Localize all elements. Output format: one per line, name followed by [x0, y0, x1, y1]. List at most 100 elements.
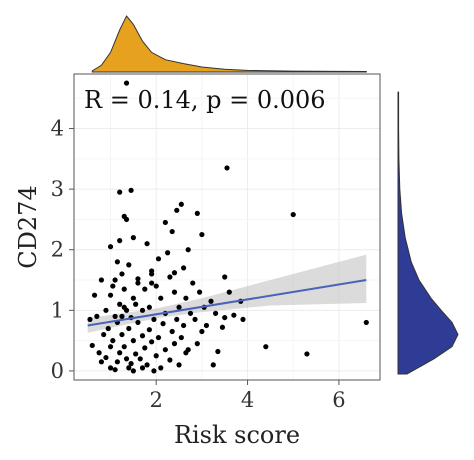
scatter-point — [123, 356, 130, 362]
scatter-point — [304, 351, 310, 357]
scatter-point — [107, 365, 114, 371]
x-axis-title: Risk score — [174, 421, 300, 449]
scatter-point — [171, 270, 178, 276]
scatter-point — [112, 367, 118, 373]
scatter-point — [151, 368, 157, 374]
scatter-point — [137, 356, 143, 362]
scatter-point — [162, 219, 168, 226]
scatter-point — [119, 313, 125, 319]
scatter-point — [103, 307, 109, 313]
scatter-point — [219, 324, 226, 330]
x-tick-label: 6 — [332, 388, 345, 412]
scatter-point — [363, 319, 369, 326]
scatter-point — [121, 344, 127, 350]
scatter-point — [121, 304, 127, 310]
correlation-annotation: R = 0.14, p = 0.006 — [84, 86, 326, 114]
scatter-point — [222, 274, 228, 280]
y-tick-label: 2 — [51, 238, 64, 262]
y-tick-label: 0 — [51, 359, 64, 383]
scatter-point — [153, 283, 159, 289]
scatter-point — [139, 333, 146, 339]
scatter-point — [112, 313, 118, 319]
scatter-point — [119, 271, 125, 277]
scatter-point — [231, 312, 237, 318]
scatter-point — [171, 341, 178, 347]
y-axis-title: CD274 — [14, 185, 42, 268]
scatter-point — [133, 351, 139, 357]
scatter-point — [117, 301, 123, 307]
scatter-point — [107, 244, 114, 250]
scatter-point — [181, 322, 187, 329]
scatter-point — [126, 365, 132, 371]
scatter-point — [183, 295, 189, 301]
scatter-point — [160, 321, 166, 327]
scatter-point — [94, 313, 100, 319]
scatter-point — [135, 280, 141, 286]
scatter-point — [101, 331, 107, 338]
scatter-point — [174, 207, 180, 213]
scatter-point — [181, 265, 187, 271]
regression-line — [87, 279, 367, 327]
scatter-point — [107, 344, 114, 350]
scatter-point — [178, 201, 184, 207]
plot-frame — [73, 73, 381, 381]
scatter-point — [151, 316, 157, 323]
scatter-point — [203, 322, 210, 329]
scatter-point — [110, 283, 116, 289]
scatter-point — [174, 316, 180, 323]
scatter-point — [133, 301, 139, 307]
scatter-point — [212, 310, 219, 316]
scatter-point — [199, 328, 205, 335]
scatter-point — [146, 327, 152, 333]
marginal-density-y — [397, 91, 459, 375]
scatter-point — [130, 368, 136, 374]
scatter-point — [183, 350, 189, 356]
scatter-point — [105, 325, 111, 332]
scatter-point — [208, 298, 214, 304]
scatter-point — [240, 316, 246, 323]
scatter-point — [126, 325, 132, 332]
scatter-point — [149, 271, 155, 277]
scatter-point — [155, 334, 162, 341]
scatter-point — [119, 331, 125, 338]
x-axis: 2 4 6 — [150, 380, 346, 412]
scatter-point — [165, 250, 171, 256]
scatter-point — [135, 319, 141, 326]
y-tick-label: 1 — [51, 298, 64, 322]
scatter-point — [146, 304, 152, 310]
scatter-point — [91, 292, 98, 298]
scatter-point — [190, 280, 196, 286]
scatter-point — [215, 348, 221, 355]
scatter-point — [123, 80, 130, 86]
scatter-point — [199, 231, 205, 238]
scatter-point — [144, 362, 150, 368]
scatter-point — [169, 328, 175, 335]
scatter-point — [192, 316, 198, 323]
scatter-point — [117, 189, 123, 195]
scatter-point — [176, 304, 182, 310]
scatter-point — [185, 247, 191, 253]
scatter-point — [149, 339, 155, 345]
scatter-point — [117, 238, 123, 244]
scatter-point — [142, 286, 148, 292]
scatter-point — [128, 361, 134, 367]
scatter-point — [103, 354, 109, 361]
scatter-point — [117, 350, 123, 356]
scatter-point — [114, 359, 120, 365]
scatter-point — [135, 276, 141, 282]
scatter-point — [176, 362, 182, 368]
scatter-point — [226, 289, 232, 295]
scatter-point — [139, 307, 146, 313]
marginal-density-x — [91, 15, 367, 73]
scatter-point — [196, 289, 203, 295]
scatter-point — [263, 344, 269, 350]
scatter-point — [110, 338, 116, 344]
scatter-point — [121, 286, 127, 292]
scatter-point — [178, 334, 184, 341]
x-tick-label: 2 — [150, 388, 163, 412]
scatter-point — [290, 211, 296, 218]
scatter-point — [171, 289, 178, 295]
scatter-point — [167, 274, 173, 280]
scatter-point — [194, 341, 200, 347]
